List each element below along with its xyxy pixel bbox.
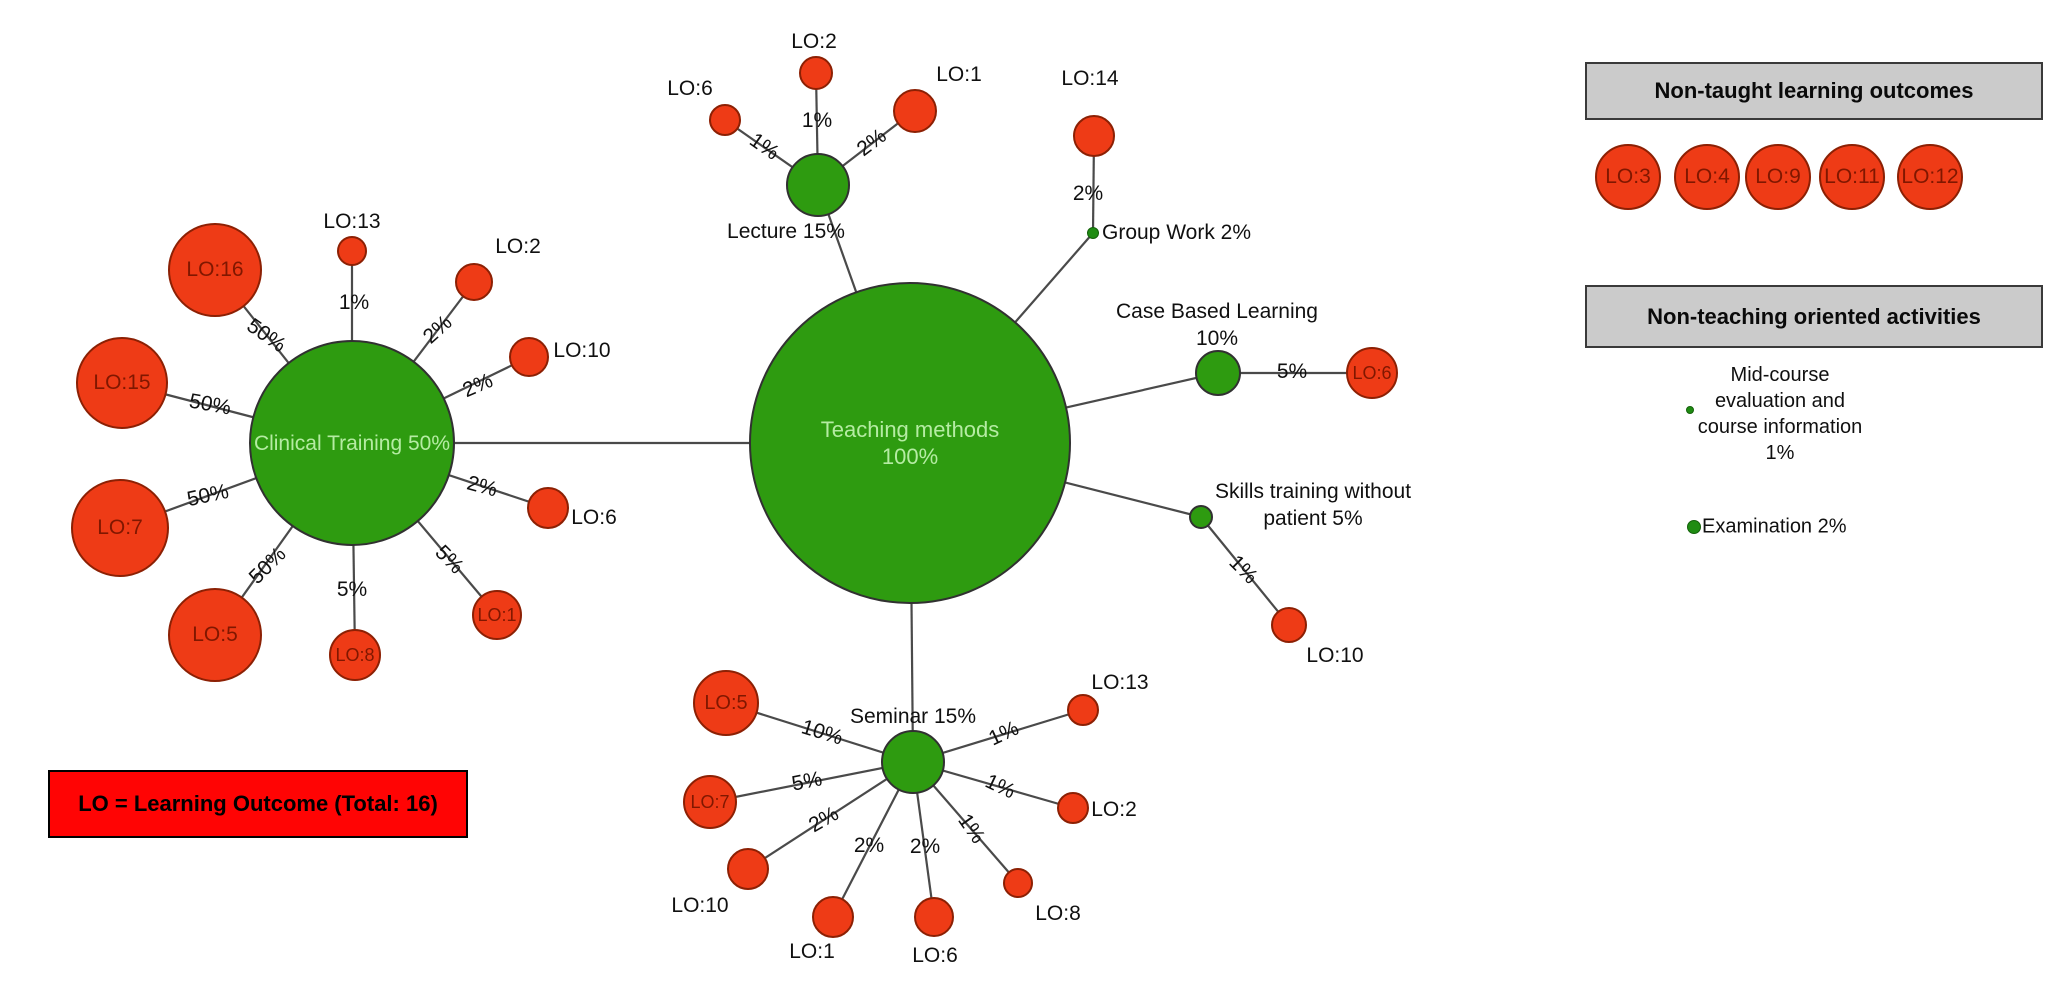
clinical-lo16-label: LO:16: [186, 258, 244, 281]
seminar-lo6-node: [914, 897, 954, 937]
lecture-lo2-node: [799, 56, 833, 90]
seminar-lo1-pct: 2%: [853, 834, 885, 857]
legend-note-text: LO = Learning Outcome (Total: 16): [78, 791, 438, 816]
clinical-lo6-label: LO:6: [571, 506, 617, 529]
lecture-lo6-node: [709, 104, 741, 136]
seminar-lo6-pct: 2%: [909, 835, 941, 858]
lecture-lo1-node: [893, 89, 937, 133]
clinical-lo1-label: LO:1: [477, 604, 517, 625]
case-based-learning-hub: [1195, 350, 1241, 396]
group-work-label: Group Work 2%: [1102, 221, 1251, 244]
seminar-lo10-label: LO:10: [671, 894, 729, 917]
non-teaching-activities-title: Non-teaching oriented activities: [1647, 303, 1981, 329]
non-taught-lo4-node: LO:4: [1674, 144, 1740, 210]
mid-course-dot: [1686, 406, 1694, 414]
clinical-lo8-pct: 5%: [336, 578, 368, 601]
non-taught-lo11-node: LO:11: [1819, 144, 1885, 210]
non-taught-lo9-label: LO:9: [1755, 165, 1801, 188]
teaching-methods-hub: Teaching methods 100%: [749, 282, 1071, 604]
non-taught-lo9-node: LO:9: [1745, 144, 1811, 210]
case-based-lo6-label: LO:6: [1352, 362, 1392, 383]
seminar-lo5-label: LO:5: [704, 691, 748, 714]
clinical-lo2-label: LO:2: [495, 235, 541, 258]
clinical-lo13-node: [337, 236, 367, 266]
clinical-lo16-node: LO:16: [168, 223, 262, 317]
lecture-lo2-pct: 1%: [801, 109, 833, 132]
legend-note-box: LO = Learning Outcome (Total: 16): [48, 770, 468, 838]
seminar-lo2-label: LO:2: [1091, 798, 1137, 821]
non-taught-outcomes-header: Non-taught learning outcomes: [1585, 62, 2043, 120]
clinical-lo8-label: LO:8: [335, 644, 375, 665]
examination-dot: [1687, 520, 1701, 534]
seminar-lo6-label: LO:6: [912, 944, 958, 967]
seminar-lo1-node: [812, 896, 854, 938]
case-based-lo6-pct: 5%: [1276, 360, 1308, 383]
non-taught-lo4-label: LO:4: [1684, 165, 1730, 188]
clinical-lo10-label: LO:10: [553, 339, 611, 362]
clinical-lo7-label: LO:7: [97, 516, 143, 539]
teaching-methods-label: Teaching methods 100%: [820, 417, 1000, 469]
seminar-hub-label: Seminar 15%: [849, 705, 977, 728]
non-taught-lo3-node: LO:3: [1595, 144, 1661, 210]
lecture-lo1-label: LO:1: [936, 63, 982, 86]
lecture-lo2-label: LO:2: [791, 30, 837, 53]
seminar-lo8-node: [1003, 868, 1033, 898]
non-taught-lo3-label: LO:3: [1605, 165, 1651, 188]
clinical-lo6-node: [527, 487, 569, 529]
seminar-lo2-node: [1057, 792, 1089, 824]
examination-label: Examination 2%: [1702, 515, 1847, 538]
group-work-lo14-pct: 2%: [1072, 182, 1104, 205]
seminar-lo13-label: LO:13: [1091, 671, 1149, 694]
seminar-lo1-label: LO:1: [789, 940, 835, 963]
clinical-lo2-node: [455, 263, 493, 301]
lecture-hub-label: Lecture 15%: [727, 220, 845, 243]
mid-course-label: Mid-course evaluation and course informa…: [1697, 364, 1863, 464]
clinical-lo15-label: LO:15: [93, 371, 151, 394]
clinical-lo1-node: LO:1: [472, 590, 522, 640]
seminar-lo7-label: LO:7: [690, 791, 730, 812]
seminar-lo10-node: [727, 848, 769, 890]
skills-lo10-label: LO:10: [1306, 644, 1364, 667]
clinical-training-label: Clinical Training 50%: [253, 431, 451, 455]
lecture-hub: [786, 153, 850, 217]
clinical-lo10-node: [509, 337, 549, 377]
clinical-lo5-label: LO:5: [192, 623, 238, 646]
clinical-training-hub: Clinical Training 50%: [249, 340, 455, 546]
group-work-node: [1087, 227, 1099, 239]
clinical-lo15-node: LO:15: [76, 337, 168, 429]
clinical-lo7-node: LO:7: [71, 479, 169, 577]
seminar-lo8-label: LO:8: [1035, 902, 1081, 925]
case-based-lo6-node: LO:6: [1346, 347, 1398, 399]
skills-training-label: Skills training without patient 5%: [1214, 480, 1412, 530]
non-taught-lo12-label: LO:12: [1901, 165, 1959, 188]
non-taught-lo12-node: LO:12: [1897, 144, 1963, 210]
seminar-lo5-node: LO:5: [693, 670, 759, 736]
non-taught-lo11-label: LO:11: [1824, 165, 1880, 188]
group-work-lo14-label: LO:14: [1061, 67, 1119, 90]
seminar-lo7-node: LO:7: [683, 775, 737, 829]
skills-lo10-node: [1271, 607, 1307, 643]
group-work-lo14-node: [1073, 115, 1115, 157]
case-based-learning-label: Case Based Learning 10%: [1116, 300, 1318, 350]
skills-training-hub: [1189, 505, 1213, 529]
clinical-lo8-node: LO:8: [329, 629, 381, 681]
seminar-hub: [881, 730, 945, 794]
clinical-lo5-node: LO:5: [168, 588, 262, 682]
clinical-lo13-label: LO:13: [323, 210, 381, 233]
seminar-lo13-node: [1067, 694, 1099, 726]
non-taught-outcomes-title: Non-taught learning outcomes: [1654, 78, 1974, 103]
clinical-lo13-pct: 1%: [338, 291, 370, 314]
lecture-lo6-label: LO:6: [667, 77, 713, 100]
non-teaching-activities-header: Non-teaching oriented activities: [1585, 285, 2043, 348]
